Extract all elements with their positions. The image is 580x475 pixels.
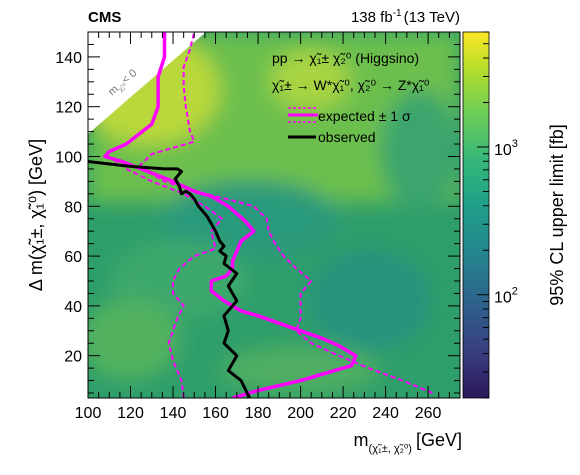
z-tick-label-100: 102	[494, 286, 518, 307]
heatmap	[88, 32, 460, 398]
luminosity-label: 138 fb-1 (13 TeV)	[351, 8, 460, 26]
x-axis: 100 120 140 160 180 200 220 240 260	[75, 32, 461, 422]
color-bar-ticks: 102 103	[477, 31, 518, 399]
legend-expected: expected ± 1 σ	[318, 108, 411, 124]
z-tick-label-1000: 103	[494, 138, 518, 159]
y-tick-label-140: 140	[55, 50, 82, 67]
legend-decay: χ̃₁± → W*χ̃₁⁰, χ̃₂⁰ → Z*χ̃₁⁰	[272, 77, 430, 93]
series-expected	[103, 32, 358, 398]
x-tick-label-180: 180	[245, 405, 272, 422]
y-tick-label-40: 40	[64, 299, 82, 316]
x-tick-label-240: 240	[372, 405, 399, 422]
x-tick-label-220: 220	[330, 405, 357, 422]
color-bar: 102 103	[462, 31, 518, 399]
x-axis-title: m(χ̃₁±, χ̃₂⁰) [GeV]	[354, 430, 462, 455]
x-tick-label-120: 120	[117, 405, 144, 422]
x-tick-label-100: 100	[75, 405, 102, 422]
x-tick-label-260: 260	[415, 405, 442, 422]
plot-frame	[87, 31, 461, 399]
x-tick-label-200: 200	[287, 405, 314, 422]
legend-observed: observed	[318, 129, 376, 145]
x-tick-label-160: 160	[202, 405, 229, 422]
legend-process: pp → χ̃₁± χ̃₂⁰ (Higgsino)	[272, 50, 419, 66]
series-expected-minus-1sigma	[108, 155, 223, 398]
legend: pp → χ̃₁± χ̃₂⁰ (Higgsino) χ̃₁± → W*χ̃₁⁰,…	[272, 50, 430, 145]
y-axis-title: Δ m(χ̃₁±, χ̃₁⁰) [GeV]	[26, 139, 46, 291]
y-tick-label-20: 20	[64, 349, 82, 366]
limit-curves	[88, 32, 433, 398]
y-tick-label-120: 120	[55, 100, 82, 117]
series-observed	[88, 160, 251, 398]
y-axis: 20 40 60 80 100 120 140	[55, 31, 460, 394]
color-bar-title: 95% CL upper limit [fb]	[547, 124, 567, 305]
y-tick-label-100: 100	[55, 149, 82, 166]
series-expected-plus-1sigma	[138, 32, 433, 394]
y-tick-label-80: 80	[64, 199, 82, 216]
experiment-label: CMS	[88, 9, 121, 26]
x-tick-label-140: 140	[160, 405, 187, 422]
y-tick-label-60: 60	[64, 249, 82, 266]
color-bar-scale	[462, 31, 490, 399]
